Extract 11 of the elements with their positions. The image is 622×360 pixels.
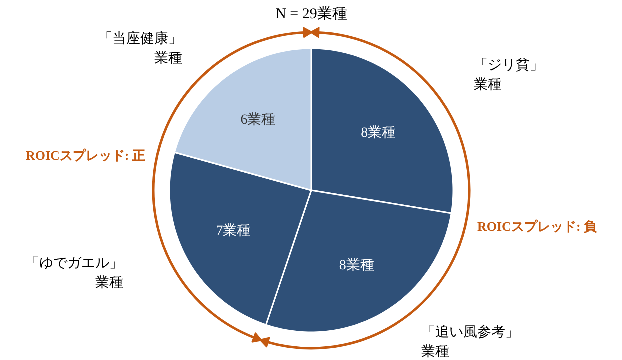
- slice-label: 「ゆでガエル」業種: [25, 255, 124, 291]
- data-label: 6業種: [240, 112, 276, 128]
- slice-label: 「追い風参考」業種: [421, 324, 520, 360]
- text: ROICスプレッド: 正: [26, 148, 146, 163]
- slice-label: 「ジリ貧」業種: [474, 57, 544, 93]
- data-label: 7業種: [216, 223, 252, 240]
- text: ROICスプレッド: 負: [478, 219, 598, 234]
- data-label: 8業種: [339, 257, 374, 274]
- data-label: 8業種: [361, 125, 396, 142]
- slice-label: 「当座健康」業種: [98, 30, 183, 66]
- chart-title: N = 29業種: [276, 6, 348, 22]
